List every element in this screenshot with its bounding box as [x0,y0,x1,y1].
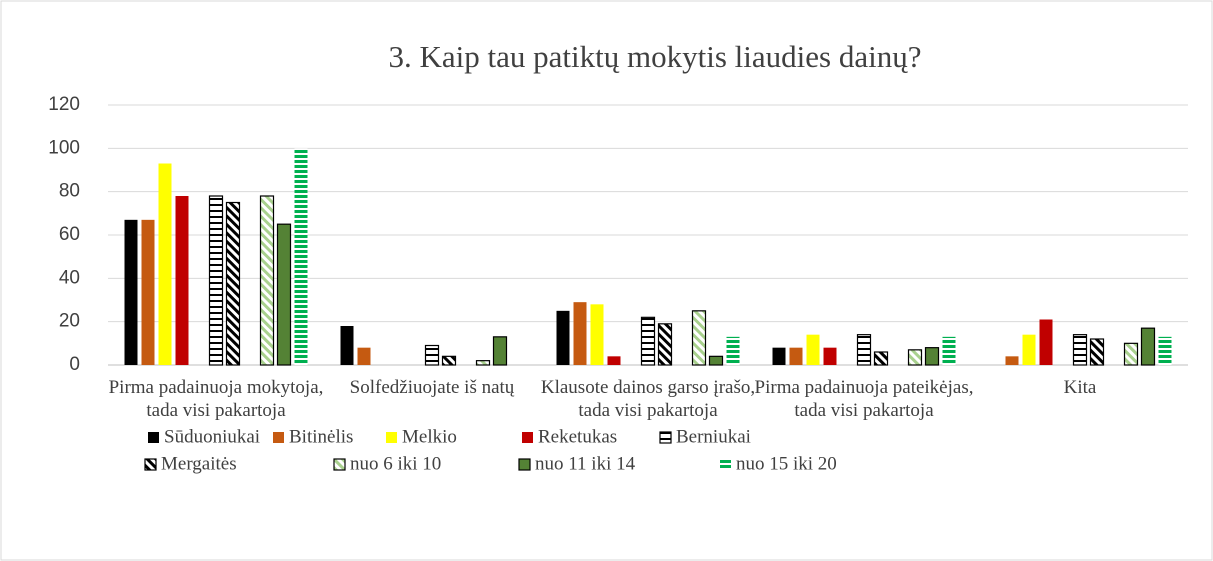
legend-label: nuo 15 iki 20 [736,453,837,474]
x-tick-label: Klausote dainos garso įrašo, tada visi p… [540,377,756,421]
bar [492,336,508,366]
bar [1005,356,1019,365]
bar [276,223,292,366]
bar [573,302,587,365]
bar [208,195,224,366]
y-tick-label: 120 [48,94,80,115]
bar [1123,342,1139,366]
bar [357,347,371,365]
x-tick-label: Pirma padainuoja mokytoja, tada visi pak… [108,377,324,421]
bar [1158,336,1172,365]
legend-swatch [659,431,672,444]
bar [942,336,956,365]
y-tick-label: 80 [59,181,80,202]
bar [556,310,570,365]
bar [726,336,740,365]
x-tick-label: Kita [1063,377,1097,398]
x-tick-label-box: Klausote dainos garso įrašo, tada visi p… [540,377,756,421]
legend-swatch [144,458,157,471]
bar [124,219,138,365]
bar [590,304,604,365]
x-tick-label-box: Pirma padainuoja mokytoja, tada visi pak… [108,377,324,421]
legend-swatch [148,432,159,443]
bar [1039,319,1053,365]
x-tick-label: Solfedžiuojate iš natų [349,377,515,398]
legend-label: Mergaitės [161,453,237,474]
bar [340,326,354,365]
bar [1140,327,1156,366]
x-tick-label-box: Kita [1063,377,1097,398]
bar [441,355,457,366]
bar [691,310,707,366]
bar [789,347,803,365]
y-tick-label: 20 [59,311,80,332]
legend-swatch [333,458,346,471]
bar [1072,334,1088,366]
bar [158,163,172,365]
bar [607,356,621,365]
legend-swatch [522,432,533,443]
bar [640,316,656,366]
bar [1089,338,1105,366]
bar [657,323,673,366]
bar [475,360,491,366]
legend-label: nuo 11 iki 14 [535,453,636,474]
legend-label: Melkio [402,426,457,447]
bar [708,355,724,366]
y-tick-label: 0 [69,354,80,375]
bar [856,334,872,366]
bar [1022,334,1036,365]
bar [823,347,837,365]
bar [907,349,923,366]
legend-swatch [720,459,731,470]
legend-label: Sūduoniukai [164,426,260,447]
legend-label: Bitinėlis [289,426,353,447]
legend-label: Berniukai [676,426,751,447]
y-tick-label: 60 [59,224,80,245]
bar [141,219,155,365]
legend-swatch [273,432,284,443]
bar [225,201,241,366]
bar [873,351,889,366]
bar [806,334,820,365]
chart-title: 3. Kaip tau patiktų mokytis liaudies dai… [389,39,922,74]
bar [175,196,189,365]
y-tick-label: 40 [59,267,80,288]
bar [424,344,440,366]
x-tick-label-box: Solfedžiuojate iš natų [349,377,515,398]
bar [772,347,786,365]
x-tick-label: Pirma padainuoja pateikėjas, tada visi p… [754,377,974,421]
bar [924,347,940,366]
bar [294,148,308,365]
y-tick-label: 100 [48,137,80,158]
x-tick-label-box: Pirma padainuoja pateikėjas, tada visi p… [754,377,974,421]
legend-swatch [518,458,531,471]
bar [259,195,275,366]
legend-label: Reketukas [538,426,617,447]
legend-swatch [386,432,397,443]
legend-label: nuo 6 iki 10 [350,453,441,474]
